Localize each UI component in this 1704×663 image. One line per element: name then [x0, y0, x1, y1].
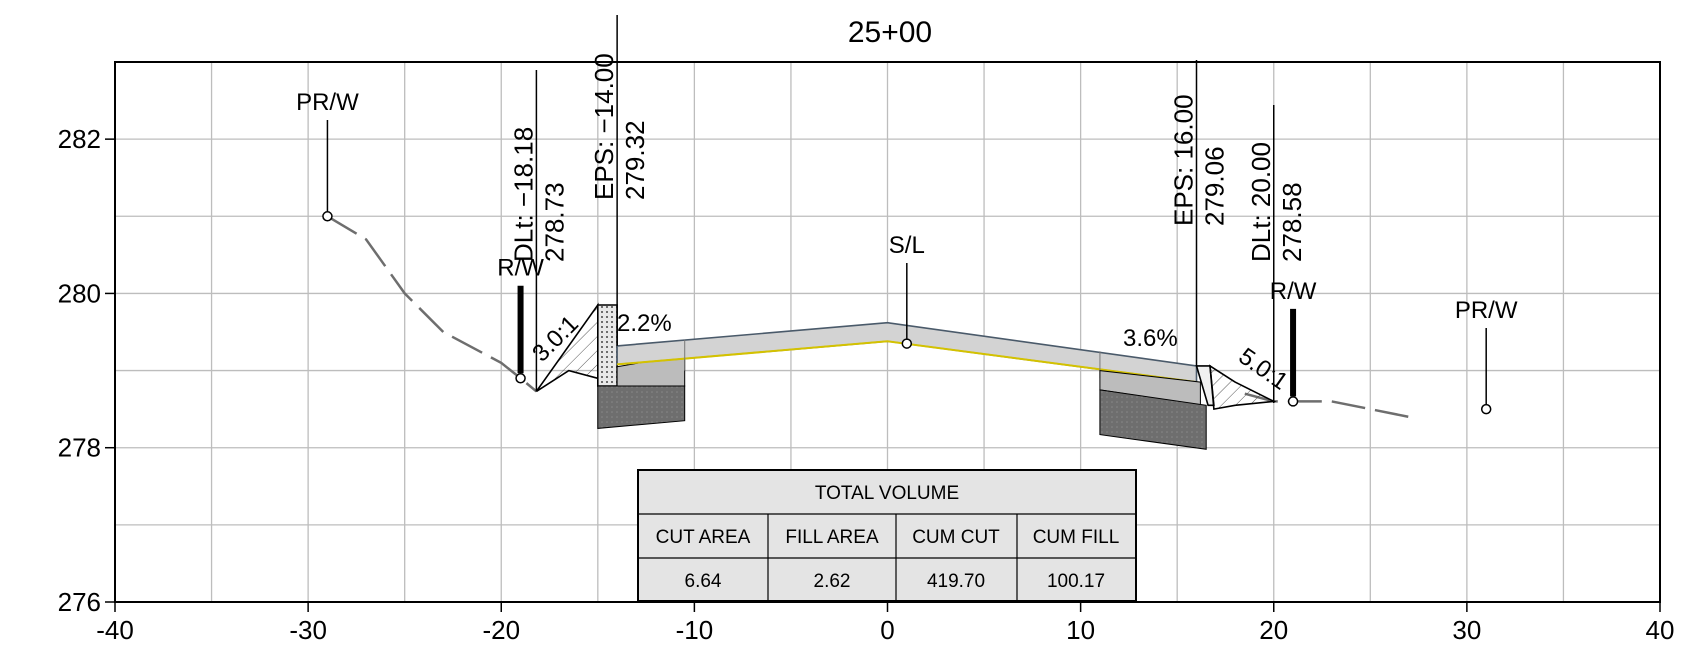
station-offset-labels: DLt: −18.18 278.73 EPS: −14.00 279.32 EPS: 1… — [508, 15, 1307, 403]
x-tick-label: -10 — [676, 615, 714, 645]
offset-label-line: EPS: −14.00 — [589, 53, 619, 200]
marker-point — [901, 338, 913, 349]
offset-label-line: 279.32 — [620, 120, 650, 200]
existing-ground-right — [1244, 392, 1410, 419]
offset-label-line: EPS: 16.00 — [1169, 94, 1199, 226]
rw-label: R/W — [1270, 278, 1317, 305]
offset-label-dlt_right: DLt: 20.00 278.58 — [1246, 105, 1307, 403]
header-cut-area: CUT AREA — [656, 527, 751, 548]
y-axis-ticks: 276 278 280 282 — [58, 124, 115, 617]
right-subgrade — [1099, 389, 1207, 450]
x-tick-label: 40 — [1646, 615, 1675, 645]
volume-table: TOTAL VOLUME CUT AREA FILL AREA CUM CUT … — [637, 469, 1137, 602]
marker-rw-1: R/W — [497, 255, 544, 384]
x-tick-label: 0 — [880, 615, 894, 645]
offset-label-eps_right: EPS: 16.00 279.06 — [1169, 60, 1230, 366]
y-tick-label: 278 — [58, 433, 101, 463]
marker-point — [1287, 396, 1299, 407]
volume-table-frame — [637, 469, 1137, 602]
left-curb — [596, 304, 618, 387]
header-fill-area: FILL AREA — [785, 527, 879, 548]
header-cum-fill: CUM FILL — [1033, 527, 1120, 548]
offset-label-line: 279.06 — [1200, 146, 1230, 226]
value-fill-area: 2.62 — [814, 571, 851, 592]
value-cum-fill: 100.17 — [1047, 571, 1105, 592]
y-tick-label: 276 — [58, 587, 101, 617]
road-section — [326, 215, 1410, 450]
marker-sl-2: S/L — [889, 232, 925, 349]
marker-label: PR/W — [1455, 297, 1518, 324]
x-tick-label: -30 — [289, 615, 327, 645]
offset-label-line: 278.73 — [539, 182, 569, 262]
x-tick-label: 30 — [1452, 615, 1481, 645]
slope-label-right-lane: 3.6% — [1123, 325, 1178, 352]
marker-label: S/L — [889, 232, 925, 259]
offset-label-eps_left: EPS: −14.00 279.32 — [589, 15, 650, 346]
marker-rw-3: R/W — [1270, 278, 1317, 407]
y-tick-label: 280 — [58, 278, 101, 308]
station-title: 25+00 — [848, 16, 932, 49]
left-subgrade — [597, 385, 686, 429]
x-tick-label: 20 — [1259, 615, 1288, 645]
marker-prw-0: PR/W — [296, 89, 359, 222]
x-tick-label: -20 — [482, 615, 520, 645]
volume-table-title: TOTAL VOLUME — [815, 483, 959, 504]
offset-label-line: 278.58 — [1277, 182, 1307, 262]
offset-label-line: DLt: −18.18 — [508, 127, 538, 262]
offset-label-line: DLt: 20.00 — [1246, 142, 1276, 262]
marker-point — [1480, 403, 1492, 415]
y-tick-label: 282 — [58, 124, 101, 154]
marker-label: PR/W — [296, 89, 359, 116]
value-cum-cut: 419.70 — [927, 571, 985, 592]
x-tick-label: -40 — [96, 615, 134, 645]
offset-label-dlt_left: DLt: −18.18 278.73 — [508, 70, 569, 392]
value-cut-area: 6.64 — [685, 571, 722, 592]
existing-ground-left — [326, 215, 538, 393]
slope-label-left-lane: 2.2% — [617, 310, 672, 337]
x-axis-ticks: -40 -30 -20 -10 0 10 20 30 40 — [96, 602, 1674, 645]
marker-prw-4: PR/W — [1455, 297, 1518, 415]
marker-point — [515, 373, 526, 384]
subgrade-line — [617, 340, 1197, 384]
x-tick-label: 10 — [1066, 615, 1095, 645]
right-ditch-fill — [1209, 364, 1277, 411]
marker-point — [322, 211, 333, 222]
header-cum-cut: CUM CUT — [912, 527, 1000, 548]
point-markers: PR/W R/W S/L R/W PR/W — [296, 89, 1518, 415]
